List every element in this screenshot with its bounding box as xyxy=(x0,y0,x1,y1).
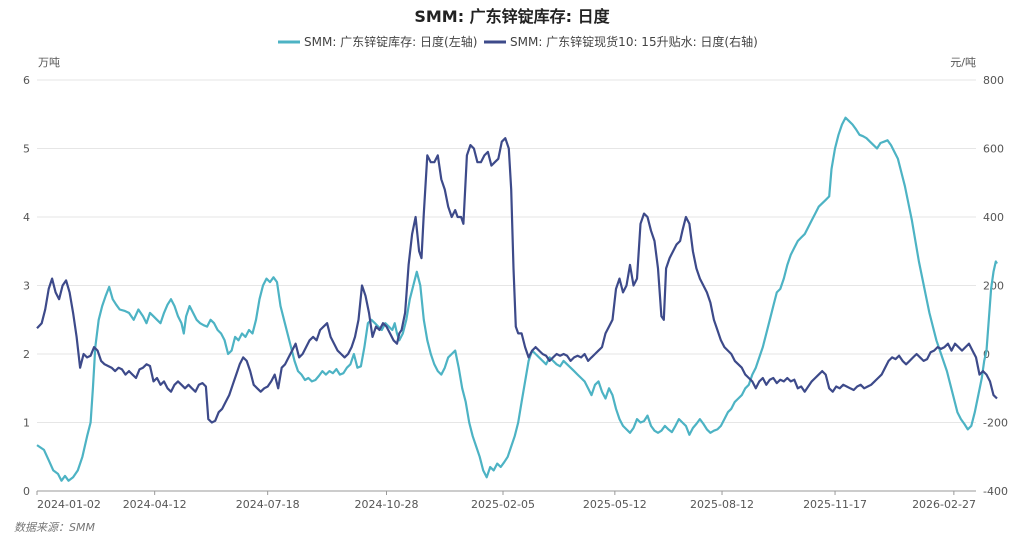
left-axis-ticks: 0 1 2 3 4 5 6 xyxy=(23,74,30,498)
left-tick-label: 4 xyxy=(23,211,30,224)
left-axis-unit: 万吨 xyxy=(38,56,60,69)
data-source: 数据来源：SMM xyxy=(14,521,95,534)
right-tick-label: 400 xyxy=(983,211,1004,224)
x-tick-label: 2025-08-12 xyxy=(690,498,754,511)
legend-label-inventory[interactable]: SMM: 广东锌锭库存: 日度(左轴) xyxy=(304,34,477,49)
chart-title: SMM: 广东锌锭库存: 日度 xyxy=(414,7,610,26)
x-tick-label: 2025-02-05 xyxy=(471,498,535,511)
x-tick-label: 2024-04-12 xyxy=(123,498,187,511)
legend-label-premium[interactable]: SMM: 广东锌锭现货10: 15升贴水: 日度(右轴) xyxy=(510,34,758,49)
x-tick-label: 2025-11-17 xyxy=(803,498,867,511)
left-tick-label: 1 xyxy=(23,417,30,430)
x-tick-label: 2024-10-28 xyxy=(355,498,419,511)
x-tick-label: 2026-02-27 xyxy=(912,498,976,511)
x-axis-ticks: 2024-01-02 2024-04-12 2024-07-18 2024-10-28… xyxy=(36,491,976,511)
left-tick-label: 3 xyxy=(23,280,30,293)
series-line-premium[interactable] xyxy=(36,137,998,424)
series-line-inventory[interactable] xyxy=(36,116,998,482)
gridlines xyxy=(37,79,976,423)
right-tick-label: -200 xyxy=(983,417,1008,430)
left-tick-label: 5 xyxy=(23,143,30,156)
right-tick-label: 600 xyxy=(983,143,1004,156)
left-tick-label: 2 xyxy=(23,348,30,361)
x-tick-label: 2024-01-02 xyxy=(37,498,101,511)
left-tick-label: 0 xyxy=(23,485,30,498)
series-lines xyxy=(36,116,998,482)
legend: SMM: 广东锌锭库存: 日度(左轴) SMM: 广东锌锭现货10: 15升贴水… xyxy=(278,34,758,49)
x-tick-label: 2025-05-12 xyxy=(583,498,647,511)
right-axis-unit: 元/吨 xyxy=(950,56,976,69)
right-tick-label: -400 xyxy=(983,485,1008,498)
left-tick-label: 6 xyxy=(23,74,30,87)
right-tick-label: 800 xyxy=(983,74,1004,87)
right-tick-label: 200 xyxy=(983,280,1004,293)
x-tick-label: 2024-07-18 xyxy=(236,498,300,511)
